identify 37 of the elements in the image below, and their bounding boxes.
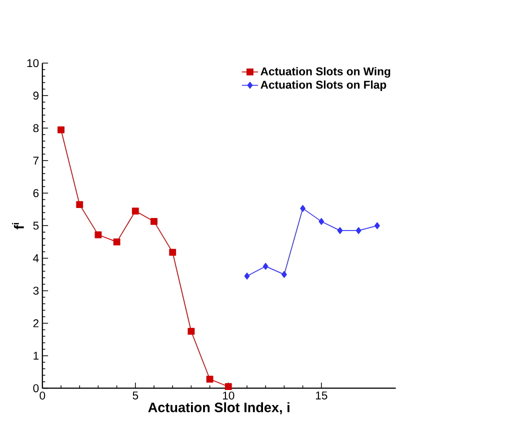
y-tick-label: 4 xyxy=(33,254,39,262)
point xyxy=(224,382,232,390)
x-tick-label: 10 xyxy=(222,391,234,400)
point xyxy=(282,270,287,278)
point xyxy=(318,218,324,225)
y-tick-label: 1 xyxy=(34,352,39,360)
point xyxy=(76,200,84,208)
y-tick-label: 5 xyxy=(33,222,39,230)
y-axis-title: f$^{i}$ xyxy=(12,222,24,230)
point xyxy=(374,222,380,229)
x-tick-label: 15 xyxy=(316,391,328,400)
point xyxy=(206,375,214,382)
x-tick-label: 5 xyxy=(132,391,138,400)
legend-label: Actuation Slots on Wing xyxy=(260,66,390,78)
point xyxy=(262,262,268,270)
y-tick-label: 10 xyxy=(27,58,39,67)
point xyxy=(356,226,362,234)
point xyxy=(113,238,120,246)
point xyxy=(300,204,306,212)
point xyxy=(150,218,158,225)
y-tick-label: 0 xyxy=(33,384,39,392)
point xyxy=(58,126,64,133)
point xyxy=(337,226,343,234)
y-tick-label: 3 xyxy=(33,286,39,294)
y-tick-label: 8 xyxy=(33,124,39,132)
point xyxy=(132,207,139,214)
x-tick-label: 0 xyxy=(40,391,46,400)
x-axis-title: Actuation Slot Index, i xyxy=(148,402,290,414)
legend-label: Actuation Slots on Flap xyxy=(260,80,386,91)
point xyxy=(169,248,176,256)
y-tick-label: 9 xyxy=(33,91,39,100)
y-tick-label: 2 xyxy=(33,319,39,327)
y-tick-label: 7 xyxy=(33,156,39,164)
point xyxy=(94,231,102,238)
point xyxy=(188,328,195,335)
y-tick-label: 6 xyxy=(33,188,39,197)
point xyxy=(244,272,250,280)
